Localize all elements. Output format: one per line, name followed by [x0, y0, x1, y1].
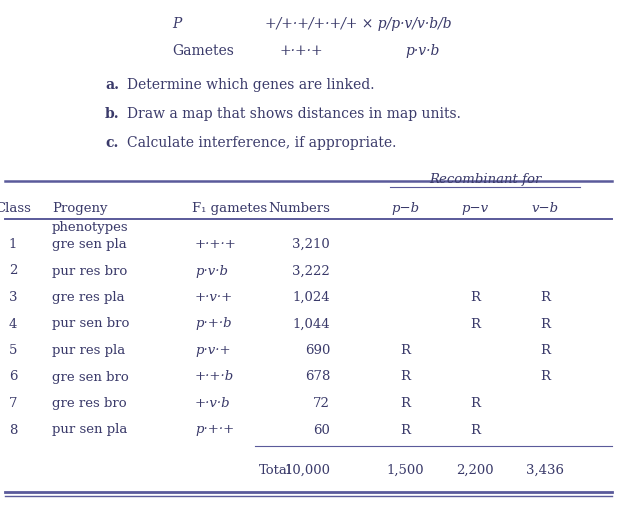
- Text: v−b: v−b: [532, 202, 558, 215]
- Text: 1,500: 1,500: [386, 464, 424, 477]
- Text: +·v·b: +·v·b: [195, 397, 231, 410]
- Text: R: R: [470, 291, 480, 304]
- Text: pur sen pla: pur sen pla: [52, 423, 128, 436]
- Text: +·+·b: +·+·b: [195, 371, 234, 384]
- Text: +·+·+: +·+·+: [195, 238, 237, 251]
- Text: 72: 72: [313, 397, 330, 410]
- Text: 7: 7: [9, 397, 17, 410]
- Text: R: R: [540, 291, 550, 304]
- Text: R: R: [400, 371, 410, 384]
- Text: Total: Total: [259, 464, 292, 477]
- Text: +·+·+: +·+·+: [280, 44, 324, 58]
- Text: 3: 3: [9, 291, 17, 304]
- Text: 6: 6: [9, 371, 17, 384]
- Text: R: R: [540, 371, 550, 384]
- Text: 678: 678: [305, 371, 330, 384]
- Text: Numbers: Numbers: [268, 202, 330, 215]
- Text: gre res bro: gre res bro: [52, 397, 127, 410]
- Text: 3,436: 3,436: [526, 464, 564, 477]
- Text: p·+·+: p·+·+: [195, 423, 234, 436]
- Text: pur res bro: pur res bro: [52, 265, 128, 278]
- Text: b.: b.: [105, 107, 119, 121]
- Text: 2,200: 2,200: [456, 464, 494, 477]
- Text: Determine which genes are linked.: Determine which genes are linked.: [127, 78, 374, 92]
- Text: R: R: [470, 317, 480, 330]
- Text: Gametes: Gametes: [172, 44, 234, 58]
- Text: c.: c.: [105, 136, 118, 150]
- Text: p·v·b: p·v·b: [405, 44, 439, 58]
- Text: Calculate interference, if appropriate.: Calculate interference, if appropriate.: [127, 136, 396, 150]
- Text: R: R: [470, 397, 480, 410]
- Text: F₁ gametes: F₁ gametes: [193, 202, 267, 215]
- Text: 10,000: 10,000: [284, 464, 330, 477]
- Text: Recombinant for: Recombinant for: [429, 173, 541, 186]
- Text: 8: 8: [9, 423, 17, 436]
- Text: R: R: [400, 397, 410, 410]
- Text: 2: 2: [9, 265, 17, 278]
- Text: 690: 690: [305, 344, 330, 357]
- Text: R: R: [400, 344, 410, 357]
- Text: 1,044: 1,044: [292, 317, 330, 330]
- Text: p·v·+: p·v·+: [195, 344, 231, 357]
- Text: gre sen bro: gre sen bro: [52, 371, 129, 384]
- Text: phenotypes: phenotypes: [52, 221, 129, 234]
- Text: pur sen bro: pur sen bro: [52, 317, 129, 330]
- Text: 60: 60: [313, 423, 330, 436]
- Text: Progeny: Progeny: [52, 202, 108, 215]
- Text: 3,210: 3,210: [292, 238, 330, 251]
- Text: R: R: [540, 344, 550, 357]
- Text: p−b: p−b: [391, 202, 419, 215]
- Text: 5: 5: [9, 344, 17, 357]
- Text: Draw a map that shows distances in map units.: Draw a map that shows distances in map u…: [127, 107, 461, 121]
- Text: pur res pla: pur res pla: [52, 344, 125, 357]
- Text: 1: 1: [9, 238, 17, 251]
- Text: R: R: [470, 423, 480, 436]
- Text: p·v·b: p·v·b: [195, 265, 228, 278]
- Text: +·v·+: +·v·+: [195, 291, 233, 304]
- Text: gre sen pla: gre sen pla: [52, 238, 127, 251]
- Text: p−v: p−v: [461, 202, 488, 215]
- Text: 3,222: 3,222: [292, 265, 330, 278]
- Text: 4: 4: [9, 317, 17, 330]
- Text: Class: Class: [0, 202, 31, 215]
- Text: p·+·b: p·+·b: [195, 317, 232, 330]
- Text: R: R: [400, 423, 410, 436]
- Text: 1,024: 1,024: [292, 291, 330, 304]
- Text: P: P: [172, 17, 181, 31]
- Text: R: R: [540, 317, 550, 330]
- Text: +/+·+/+·+/+ × p/p·v/v·b/b: +/+·+/+·+/+ × p/p·v/v·b/b: [265, 17, 452, 31]
- Text: gre res pla: gre res pla: [52, 291, 124, 304]
- Text: a.: a.: [105, 78, 119, 92]
